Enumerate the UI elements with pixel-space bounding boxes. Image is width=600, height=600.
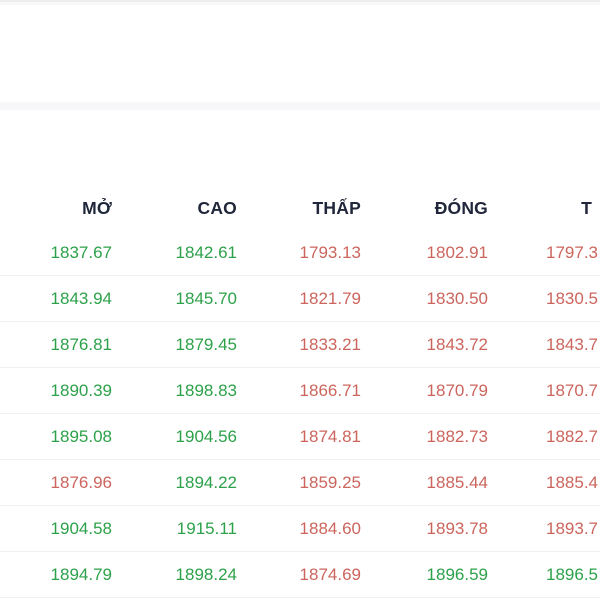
price-cell-open: 1843.94 xyxy=(50,288,112,308)
price-cell-t: 1882.7 xyxy=(546,426,598,446)
table-row: 1904.58 1915.11 1884.60 1893.78 1893.7 xyxy=(0,506,600,552)
top-strip-divider xyxy=(0,0,600,5)
column-header-close[interactable]: ĐÓNG xyxy=(434,197,488,218)
price-cell-high: 1894.22 xyxy=(175,472,237,492)
price-cell-low: 1793.13 xyxy=(299,242,361,262)
column-header-open[interactable]: MỞ xyxy=(82,197,112,218)
price-cell-open: 1890.39 xyxy=(50,380,112,400)
column-header-t[interactable]: T xyxy=(581,197,592,218)
price-cell-high: 1898.24 xyxy=(175,564,237,584)
price-cell-high: 1904.56 xyxy=(175,426,237,446)
table-row: 1895.08 1904.56 1874.81 1882.73 1882.7 xyxy=(0,414,600,460)
table-row: 1876.96 1894.22 1859.25 1885.44 1885.4 xyxy=(0,460,600,506)
table-body: 1837.67 1842.61 1793.13 1802.91 1797.3 1843.9… xyxy=(0,230,600,598)
price-cell-t: 1830.5 xyxy=(546,288,598,308)
price-cell-close: 1870.79 xyxy=(426,380,488,400)
price-cell-t: 1797.3 xyxy=(546,242,598,262)
table-row: 1837.67 1842.61 1793.13 1802.91 1797.3 xyxy=(0,230,600,276)
price-cell-open: 1894.79 xyxy=(50,564,112,584)
column-header-high[interactable]: CAO xyxy=(197,197,237,218)
section-divider xyxy=(0,102,600,110)
price-cell-low: 1866.71 xyxy=(299,380,361,400)
table-row: 1894.79 1898.24 1874.69 1896.59 1896.5 xyxy=(0,552,600,598)
price-cell-t: 1843.7 xyxy=(546,334,598,354)
table-row: 1843.94 1845.70 1821.79 1830.50 1830.5 xyxy=(0,276,600,322)
price-cell-low: 1874.69 xyxy=(299,564,361,584)
price-cell-low: 1833.21 xyxy=(299,334,361,354)
price-cell-open: 1895.08 xyxy=(50,426,112,446)
price-cell-t: 1893.7 xyxy=(546,518,598,538)
price-cell-open: 1876.96 xyxy=(50,472,112,492)
price-cell-low: 1821.79 xyxy=(299,288,361,308)
table-row: 1876.81 1879.45 1833.21 1843.72 1843.7 xyxy=(0,322,600,368)
price-cell-close: 1896.59 xyxy=(426,564,488,584)
price-cell-t: 1885.4 xyxy=(546,472,598,492)
price-cell-high: 1842.61 xyxy=(175,242,237,262)
price-cell-high: 1879.45 xyxy=(175,334,237,354)
table-row: 1890.39 1898.83 1866.71 1870.79 1870.7 xyxy=(0,368,600,414)
column-header-low[interactable]: THẤP xyxy=(312,197,361,218)
price-cell-close: 1843.72 xyxy=(426,334,488,354)
price-cell-close: 1830.50 xyxy=(426,288,488,308)
price-cell-t: 1896.5 xyxy=(546,564,598,584)
table-header-row: MỞ CAO THẤP ĐÓNG T xyxy=(0,186,600,230)
price-cell-high: 1915.11 xyxy=(176,518,237,538)
price-cell-close: 1885.44 xyxy=(426,472,488,492)
price-cell-close: 1802.91 xyxy=(426,242,488,262)
price-cell-close: 1882.73 xyxy=(426,426,488,446)
price-cell-high: 1898.83 xyxy=(175,380,237,400)
price-cell-open: 1837.67 xyxy=(50,242,112,262)
price-cell-low: 1884.60 xyxy=(299,518,361,538)
price-cell-t: 1870.7 xyxy=(546,380,598,400)
price-cell-open: 1904.58 xyxy=(50,518,112,538)
price-cell-high: 1845.70 xyxy=(175,288,237,308)
price-cell-low: 1874.81 xyxy=(299,426,361,446)
price-history-table[interactable]: MỞ CAO THẤP ĐÓNG T 1837.67 1842.61 1793.13 1802… xyxy=(0,186,600,598)
price-cell-low: 1859.25 xyxy=(299,472,361,492)
price-cell-close: 1893.78 xyxy=(426,518,488,538)
price-cell-open: 1876.81 xyxy=(50,334,112,354)
